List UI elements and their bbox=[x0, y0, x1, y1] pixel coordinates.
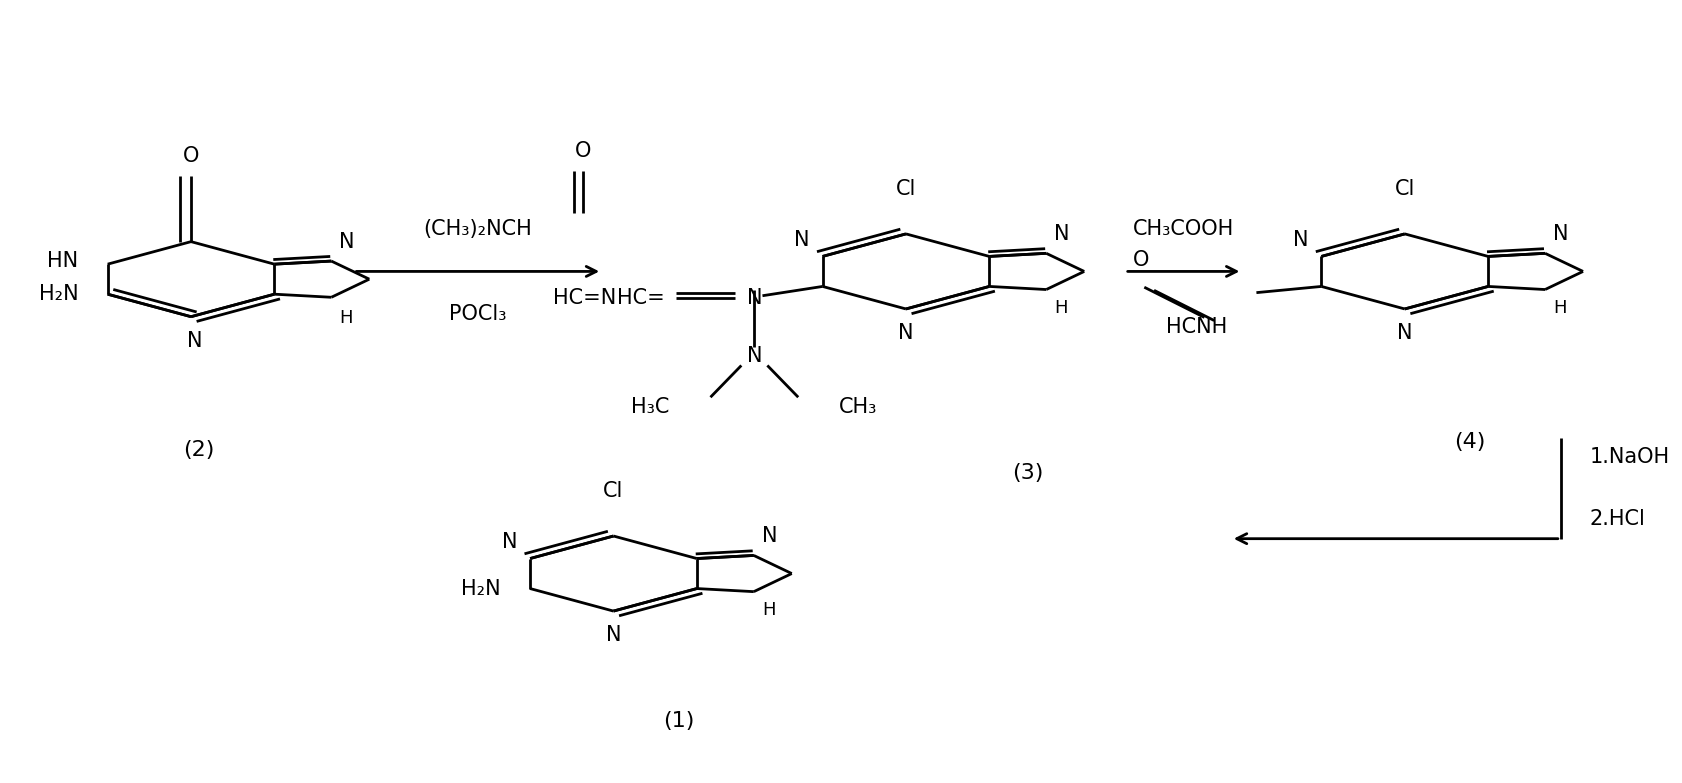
Text: N: N bbox=[762, 526, 777, 547]
Text: CH₃COOH: CH₃COOH bbox=[1134, 218, 1235, 239]
Text: HC=N: HC=N bbox=[553, 288, 616, 308]
Text: H: H bbox=[1552, 299, 1566, 317]
Text: H: H bbox=[762, 601, 775, 619]
Text: N: N bbox=[794, 230, 809, 251]
Text: N: N bbox=[501, 532, 516, 552]
Text: N: N bbox=[340, 232, 355, 252]
Text: 1.NaOH: 1.NaOH bbox=[1589, 447, 1670, 467]
Text: N: N bbox=[1055, 224, 1070, 244]
Text: H₂N: H₂N bbox=[39, 284, 79, 304]
Text: O: O bbox=[575, 142, 592, 161]
Text: H: H bbox=[1055, 299, 1068, 317]
Text: N: N bbox=[898, 323, 913, 343]
Text: H₃C: H₃C bbox=[631, 396, 669, 417]
Text: HC=: HC= bbox=[617, 288, 664, 308]
Text: N: N bbox=[747, 346, 762, 366]
Text: H₂N: H₂N bbox=[461, 579, 501, 598]
Text: N: N bbox=[1552, 224, 1569, 244]
Text: O: O bbox=[183, 146, 198, 167]
Text: (4): (4) bbox=[1453, 432, 1485, 452]
Text: N: N bbox=[747, 288, 762, 308]
Text: HN: HN bbox=[47, 251, 79, 271]
Text: 2.HCl: 2.HCl bbox=[1589, 509, 1647, 529]
Text: (2): (2) bbox=[183, 439, 215, 460]
Text: N: N bbox=[1398, 323, 1413, 343]
Text: N: N bbox=[187, 330, 202, 351]
Text: N: N bbox=[1293, 230, 1309, 251]
Text: (CH₃)₂NCH: (CH₃)₂NCH bbox=[424, 218, 532, 239]
Text: HCNH: HCNH bbox=[1166, 316, 1228, 337]
Text: H: H bbox=[340, 309, 353, 327]
Text: CH₃: CH₃ bbox=[839, 396, 878, 417]
Text: POCl₃: POCl₃ bbox=[449, 304, 506, 324]
Text: Cl: Cl bbox=[897, 179, 917, 199]
Text: (1): (1) bbox=[663, 711, 695, 731]
Text: O: O bbox=[1134, 251, 1149, 270]
Text: Cl: Cl bbox=[1394, 179, 1415, 199]
Text: Cl: Cl bbox=[604, 482, 624, 501]
Text: N: N bbox=[606, 625, 621, 645]
Text: (3): (3) bbox=[1013, 463, 1043, 483]
